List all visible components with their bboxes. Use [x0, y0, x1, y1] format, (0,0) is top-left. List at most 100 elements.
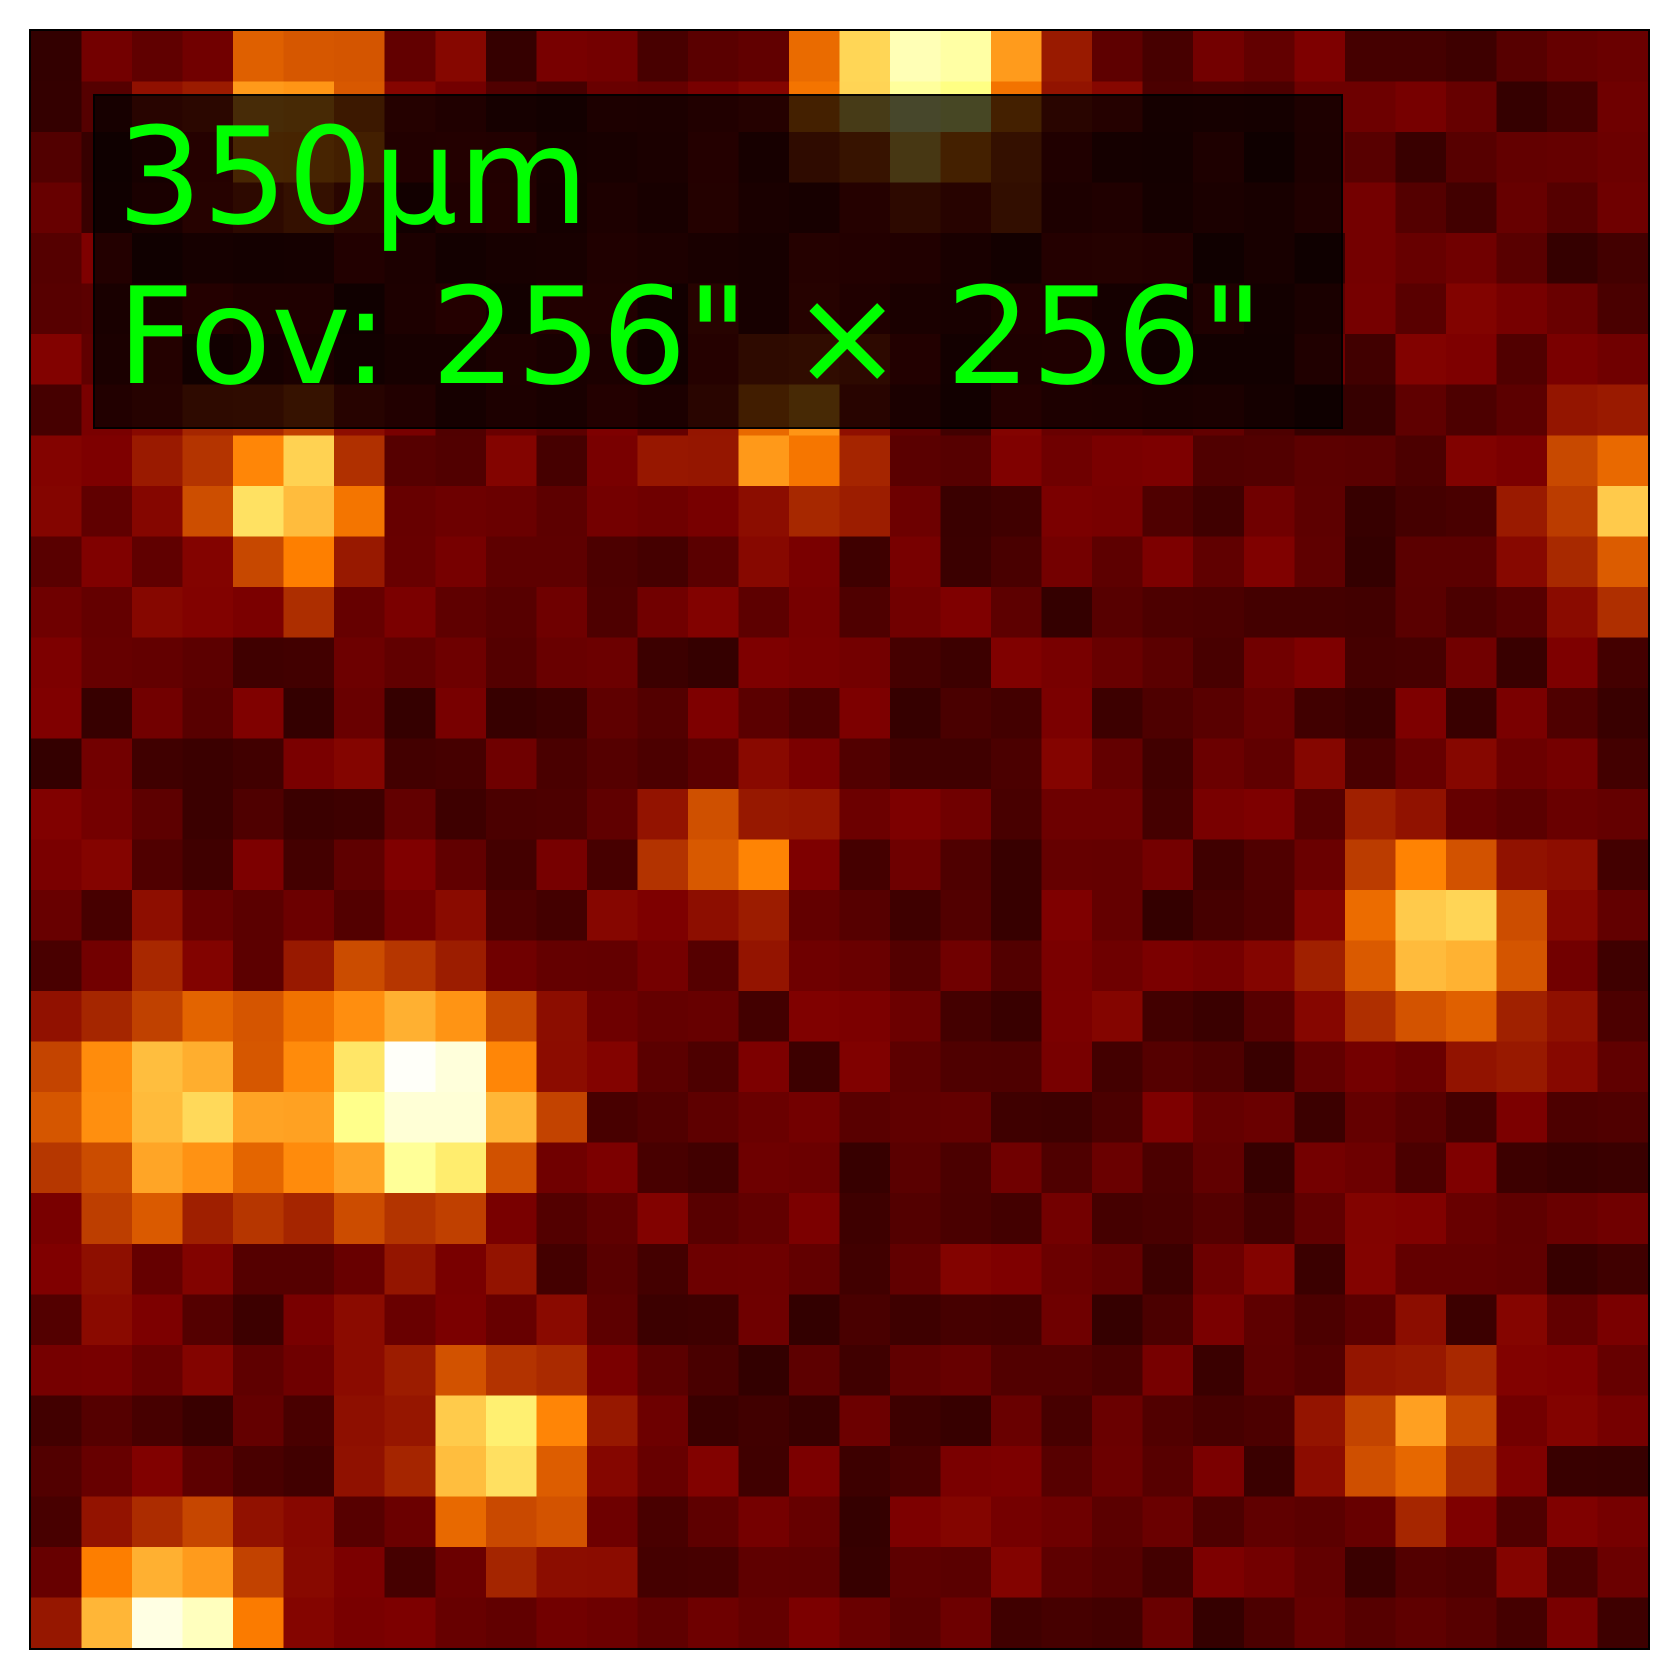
intensity-pixel	[1344, 485, 1397, 538]
intensity-pixel	[1597, 435, 1648, 487]
intensity-pixel	[1395, 182, 1447, 235]
intensity-pixel	[1496, 1243, 1548, 1296]
intensity-pixel	[334, 890, 386, 942]
intensity-pixel	[334, 1193, 386, 1245]
intensity-pixel	[1344, 738, 1397, 790]
intensity-pixel	[31, 991, 83, 1043]
intensity-pixel	[1546, 1142, 1599, 1195]
intensity-pixel	[182, 1294, 235, 1346]
intensity-pixel	[1243, 485, 1296, 538]
intensity-pixel	[738, 1142, 790, 1195]
intensity-pixel	[586, 1243, 639, 1296]
intensity-pixel	[1041, 435, 1094, 487]
intensity-pixel	[1344, 788, 1397, 841]
intensity-pixel	[1041, 1142, 1094, 1195]
intensity-pixel	[1597, 1445, 1648, 1498]
intensity-pixel	[334, 940, 386, 993]
intensity-pixel	[81, 485, 134, 538]
intensity-pixel	[1395, 1142, 1447, 1195]
intensity-pixel	[1395, 536, 1447, 588]
intensity-pixel	[1294, 31, 1346, 83]
intensity-pixel	[890, 1092, 942, 1144]
intensity-pixel	[687, 788, 740, 841]
intensity-pixel	[839, 839, 892, 892]
intensity-pixel	[1041, 1041, 1094, 1094]
intensity-pixel	[485, 536, 538, 588]
intensity-pixel	[1142, 991, 1195, 1043]
intensity-pixel	[1243, 536, 1296, 588]
intensity-pixel	[1395, 1344, 1447, 1397]
intensity-pixel	[1546, 384, 1599, 437]
intensity-pixel	[31, 738, 83, 790]
intensity-pixel	[1041, 839, 1094, 892]
intensity-pixel	[233, 788, 285, 841]
intensity-pixel	[586, 839, 639, 892]
intensity-pixel	[738, 1193, 790, 1245]
intensity-pixel	[1041, 1243, 1094, 1296]
intensity-pixel	[1142, 1597, 1195, 1648]
intensity-pixel	[940, 991, 993, 1043]
intensity-pixel	[788, 1041, 841, 1094]
intensity-pixel	[81, 435, 134, 487]
intensity-pixel	[991, 687, 1043, 740]
intensity-pixel	[1142, 1193, 1195, 1245]
intensity-pixel	[687, 637, 740, 689]
intensity-pixel	[1344, 637, 1397, 689]
intensity-pixel	[1092, 788, 1144, 841]
intensity-pixel	[283, 1496, 336, 1548]
intensity-pixel	[485, 940, 538, 993]
intensity-pixel	[435, 637, 487, 689]
intensity-pixel	[788, 586, 841, 639]
intensity-pixel	[1445, 334, 1498, 386]
intensity-pixel	[132, 788, 184, 841]
intensity-pixel	[1597, 334, 1648, 386]
intensity-pixel	[1597, 1142, 1648, 1195]
intensity-pixel	[1193, 435, 1245, 487]
intensity-pixel	[1193, 940, 1245, 993]
intensity-pixel	[991, 485, 1043, 538]
intensity-pixel	[637, 991, 689, 1043]
intensity-pixel	[788, 1243, 841, 1296]
intensity-pixel	[1395, 1092, 1447, 1144]
intensity-pixel	[940, 788, 993, 841]
intensity-pixel	[1546, 637, 1599, 689]
intensity-pixel	[991, 1041, 1043, 1094]
intensity-pixel	[1395, 384, 1447, 437]
intensity-pixel	[81, 788, 134, 841]
intensity-pixel	[1142, 738, 1195, 790]
intensity-pixel	[182, 1142, 235, 1195]
intensity-pixel	[283, 940, 336, 993]
intensity-pixel	[485, 890, 538, 942]
intensity-pixel	[738, 1092, 790, 1144]
intensity-pixel	[1243, 738, 1296, 790]
intensity-pixel	[384, 435, 437, 487]
intensity-pixel	[1193, 1597, 1245, 1648]
intensity-pixel	[1344, 435, 1397, 487]
intensity-pixel	[1193, 586, 1245, 639]
intensity-pixel	[1496, 536, 1548, 588]
intensity-pixel	[1597, 738, 1648, 790]
intensity-pixel	[132, 1294, 184, 1346]
intensity-pixel	[1142, 1092, 1195, 1144]
intensity-pixel	[233, 435, 285, 487]
intensity-pixel	[1243, 586, 1296, 639]
intensity-pixel	[485, 637, 538, 689]
intensity-pixel	[182, 1041, 235, 1094]
intensity-pixel	[1041, 788, 1094, 841]
intensity-pixel	[81, 637, 134, 689]
intensity-pixel	[890, 890, 942, 942]
wavelength-label: 350µm	[117, 99, 589, 255]
intensity-pixel	[991, 1546, 1043, 1599]
intensity-pixel	[991, 839, 1043, 892]
intensity-pixel	[1496, 435, 1548, 487]
intensity-pixel	[1294, 940, 1346, 993]
intensity-pixel	[687, 536, 740, 588]
intensity-pixel	[991, 1496, 1043, 1548]
intensity-pixel	[890, 1445, 942, 1498]
intensity-pixel	[687, 839, 740, 892]
intensity-pixel	[1243, 435, 1296, 487]
intensity-pixel	[991, 940, 1043, 993]
intensity-pixel	[1546, 1496, 1599, 1548]
intensity-pixel	[536, 1142, 588, 1195]
intensity-pixel	[132, 738, 184, 790]
